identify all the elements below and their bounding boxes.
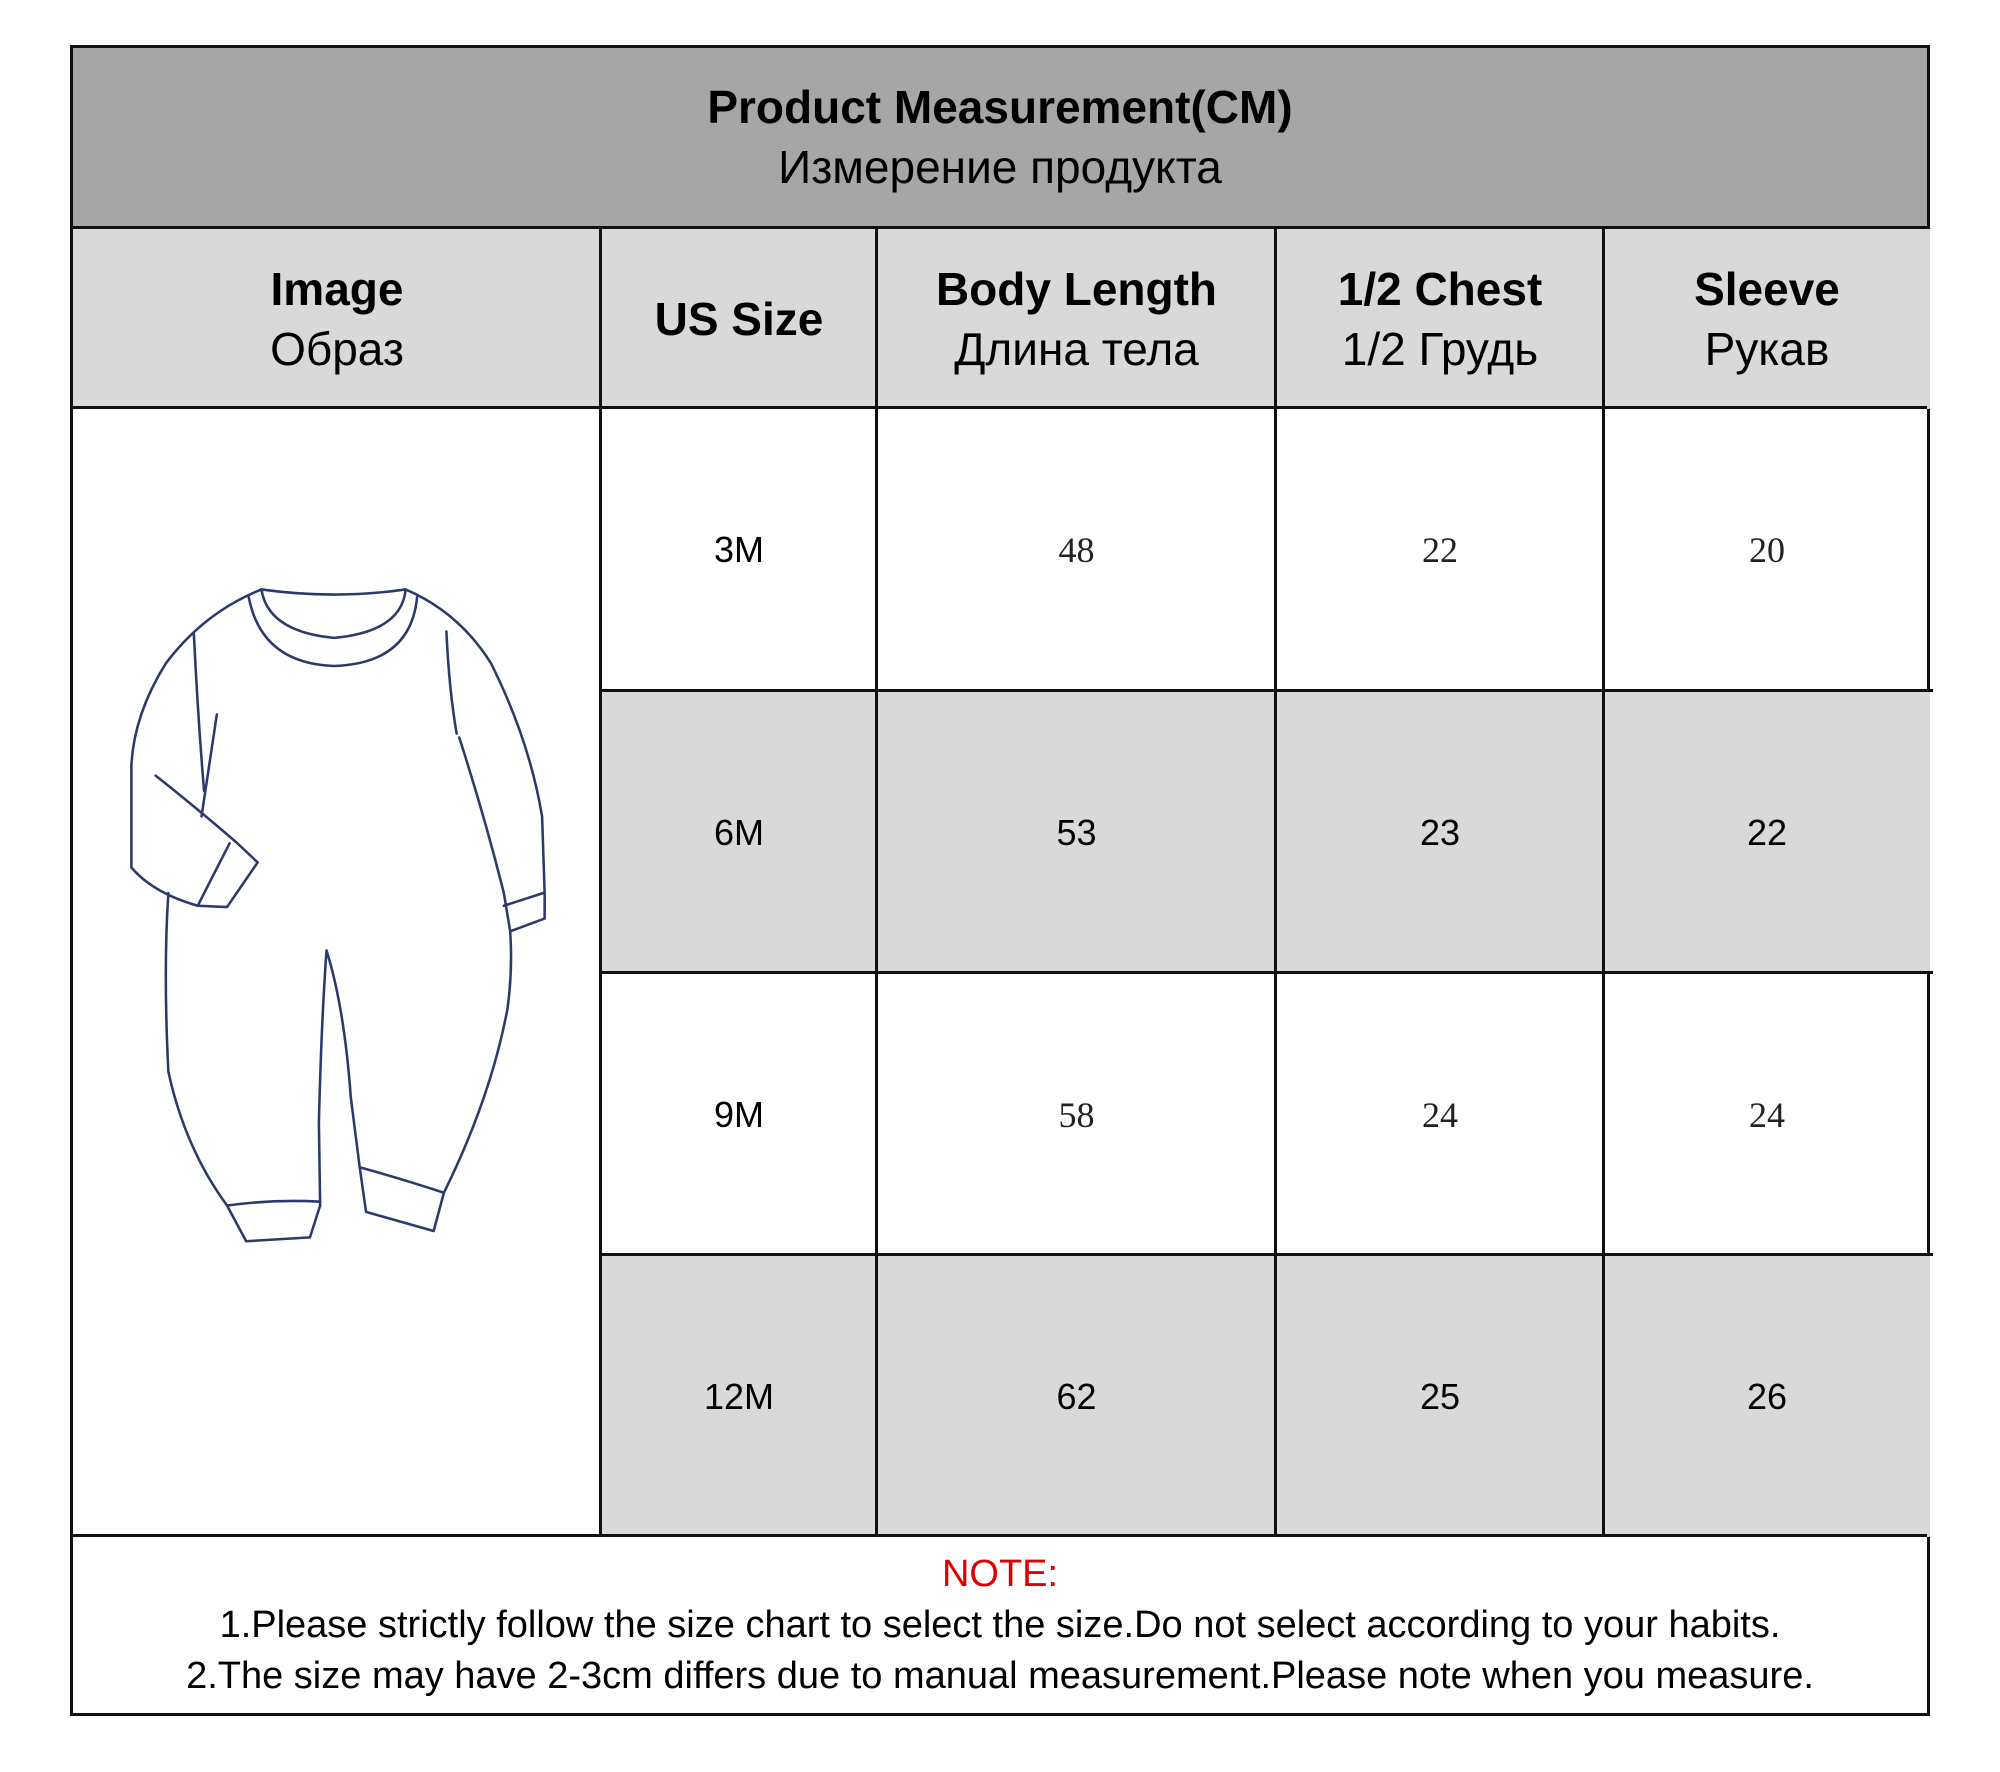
header-body-length: Body Length Длина тела bbox=[877, 229, 1276, 409]
header-image: Image Образ bbox=[73, 229, 601, 409]
divider bbox=[1602, 229, 1605, 1537]
header-sleeve: Sleeve Рукав bbox=[1604, 229, 1930, 409]
header-image-ru: Образ bbox=[270, 323, 404, 375]
divider bbox=[1274, 229, 1277, 1537]
table-row-size: 12M bbox=[601, 1256, 877, 1537]
divider bbox=[73, 1534, 1927, 1537]
table-title: Product Measurement(CM) Измерение продук… bbox=[73, 48, 1927, 229]
title-en: Product Measurement(CM) bbox=[707, 81, 1293, 133]
divider bbox=[601, 971, 1933, 974]
divider bbox=[601, 689, 1933, 692]
note-line-1: 1.Please strictly follow the size chart … bbox=[219, 1603, 1781, 1646]
table-row-body-length: 58 bbox=[1058, 1095, 1095, 1135]
note-label: NOTE: bbox=[941, 1552, 1059, 1595]
divider bbox=[73, 406, 1927, 409]
title-ru: Измерение продукта bbox=[778, 141, 1222, 193]
table-row-body-length: 48 bbox=[1058, 530, 1095, 570]
divider bbox=[599, 229, 602, 1537]
table-row-chest: 23 bbox=[1276, 691, 1604, 974]
table-row-body-length: 53 bbox=[877, 691, 1276, 974]
header-chest-en: 1/2 Chest bbox=[1337, 263, 1543, 315]
divider bbox=[601, 1253, 1933, 1256]
table-row-sleeve: 20 bbox=[1749, 530, 1785, 570]
header-chest-ru: 1/2 Грудь bbox=[1341, 323, 1539, 375]
note-line-2: 2.The size may have 2-3cm differs due to… bbox=[186, 1654, 1814, 1697]
table-row-chest: 24 bbox=[1422, 1095, 1458, 1135]
table-row-size: 3M bbox=[713, 529, 764, 570]
divider bbox=[875, 229, 878, 1537]
table-row-size: 6M bbox=[601, 691, 877, 974]
table-row-sleeve: 26 bbox=[1604, 1256, 1930, 1537]
size-chart-table: Product Measurement(CM) Измерение продук… bbox=[70, 45, 1933, 1716]
header-us-size-en: US Size bbox=[654, 293, 824, 345]
header-sleeve-en: Sleeve bbox=[1694, 263, 1840, 315]
header-sleeve-ru: Рукав bbox=[1704, 323, 1830, 375]
table-row-body-length: 62 bbox=[877, 1256, 1276, 1537]
note-section: NOTE: 1.Please strictly follow the size … bbox=[73, 1537, 1927, 1713]
table-row-chest: 25 bbox=[1276, 1256, 1604, 1537]
header-image-en: Image bbox=[270, 263, 404, 315]
header-chest: 1/2 Chest 1/2 Грудь bbox=[1276, 229, 1604, 409]
header-body-length-ru: Длина тела bbox=[954, 323, 1199, 375]
table-row-chest: 22 bbox=[1422, 530, 1458, 570]
table-row-size: 9M bbox=[713, 1094, 764, 1135]
header-body-length-en: Body Length bbox=[935, 263, 1218, 315]
table-row-sleeve: 22 bbox=[1604, 691, 1930, 974]
table-row-sleeve: 24 bbox=[1749, 1095, 1785, 1135]
header-us-size: US Size bbox=[601, 229, 877, 409]
